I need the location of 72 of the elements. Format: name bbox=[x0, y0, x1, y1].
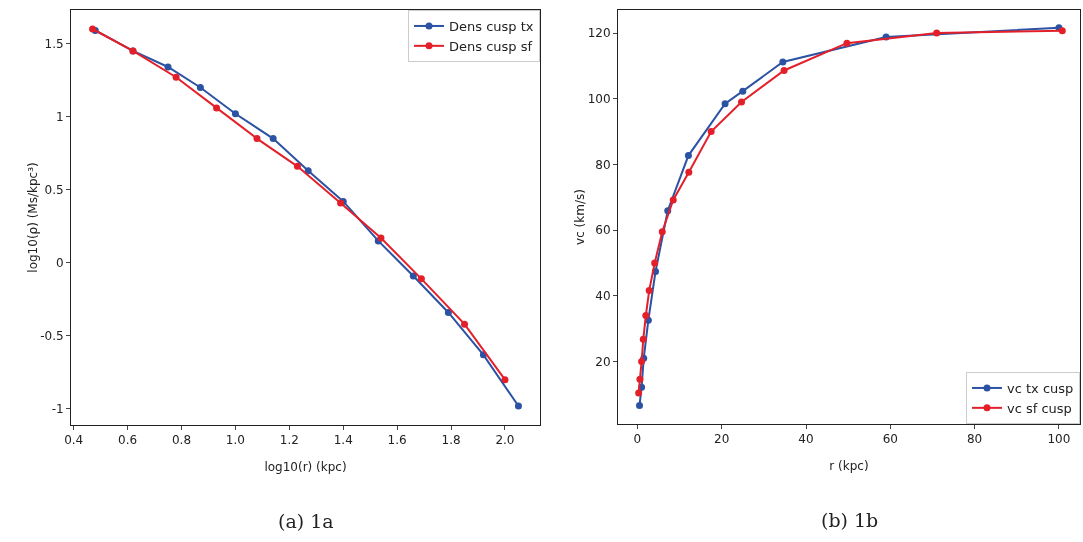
point bbox=[707, 128, 715, 136]
x-tick-label: 0.8 bbox=[171, 433, 192, 448]
point bbox=[639, 335, 647, 343]
point bbox=[417, 275, 425, 283]
point bbox=[461, 320, 469, 328]
legend-label: vc tx cusp bbox=[1007, 381, 1074, 397]
x-tick-label: 100 bbox=[1047, 432, 1071, 447]
y-tick-label: 60 bbox=[595, 223, 611, 238]
point bbox=[514, 402, 522, 410]
x-tick-label: 1.8 bbox=[441, 433, 461, 448]
y-tick-label: 1.5 bbox=[44, 36, 64, 51]
x-tick-label: 2.0 bbox=[495, 433, 515, 448]
legend-label: Dens cusp sf bbox=[449, 38, 533, 54]
x-tick-label: 0.4 bbox=[64, 433, 84, 448]
point bbox=[933, 29, 941, 37]
point bbox=[651, 259, 659, 267]
y-tick-label: 100 bbox=[587, 91, 611, 106]
text: (a) 1a bbox=[278, 510, 334, 532]
point bbox=[684, 152, 692, 160]
legend-label: Dens cusp tx bbox=[449, 19, 534, 35]
point bbox=[780, 66, 788, 74]
point bbox=[645, 287, 653, 295]
point bbox=[658, 228, 666, 236]
point bbox=[444, 308, 452, 316]
point bbox=[231, 110, 239, 118]
point bbox=[721, 100, 729, 108]
y-tick-label: 120 bbox=[587, 26, 611, 41]
point bbox=[669, 196, 677, 204]
point bbox=[253, 135, 261, 143]
y-axis-title: vc (km/s) bbox=[573, 189, 587, 245]
point bbox=[409, 272, 417, 280]
y-tick-label: -0.5 bbox=[40, 329, 64, 344]
y-tick-label: 1 bbox=[55, 109, 64, 124]
y-tick-label: 20 bbox=[595, 354, 611, 369]
point bbox=[172, 73, 180, 81]
text: (b) 1b bbox=[821, 509, 879, 531]
y-tick-label: 0 bbox=[55, 256, 64, 270]
point bbox=[685, 168, 693, 176]
point bbox=[636, 402, 643, 410]
y-axis-title: log10(ρ) (Ms/kpc³) bbox=[26, 162, 40, 273]
point bbox=[738, 98, 746, 106]
point bbox=[304, 167, 312, 175]
legend-label: vc sf cusp bbox=[1007, 400, 1072, 416]
x-tick-label: 1.0 bbox=[225, 433, 245, 448]
point bbox=[293, 162, 301, 170]
y-tick-label: 80 bbox=[595, 157, 611, 172]
y-tick-label: -1 bbox=[51, 402, 64, 417]
x-tick-label: 1.2 bbox=[279, 433, 299, 448]
x-tick-label: 60 bbox=[882, 432, 898, 447]
x-tick-label: 1.6 bbox=[387, 433, 407, 448]
x-tick-label: 0.6 bbox=[118, 433, 138, 448]
y-tick-label: 40 bbox=[595, 289, 611, 304]
x-tick-label: 1.4 bbox=[333, 433, 353, 448]
x-tick-label: 20 bbox=[714, 432, 730, 447]
y-tick-label: 0.5 bbox=[44, 182, 64, 197]
point bbox=[739, 87, 747, 95]
x-axis-title: r (kpc) bbox=[829, 459, 869, 473]
x-tick-label: 40 bbox=[798, 432, 814, 447]
x-axis-title: log10(r) (kpc) bbox=[264, 460, 347, 474]
point bbox=[269, 135, 277, 143]
point bbox=[164, 63, 172, 71]
point bbox=[213, 104, 221, 112]
x-tick-label: 0 bbox=[633, 432, 642, 447]
point bbox=[779, 58, 787, 66]
point bbox=[635, 389, 643, 397]
point bbox=[196, 83, 204, 91]
point bbox=[636, 375, 644, 383]
point bbox=[843, 39, 851, 47]
point bbox=[501, 376, 509, 384]
point bbox=[642, 312, 650, 320]
x-tick-label: 80 bbox=[966, 432, 983, 447]
point bbox=[638, 358, 646, 366]
